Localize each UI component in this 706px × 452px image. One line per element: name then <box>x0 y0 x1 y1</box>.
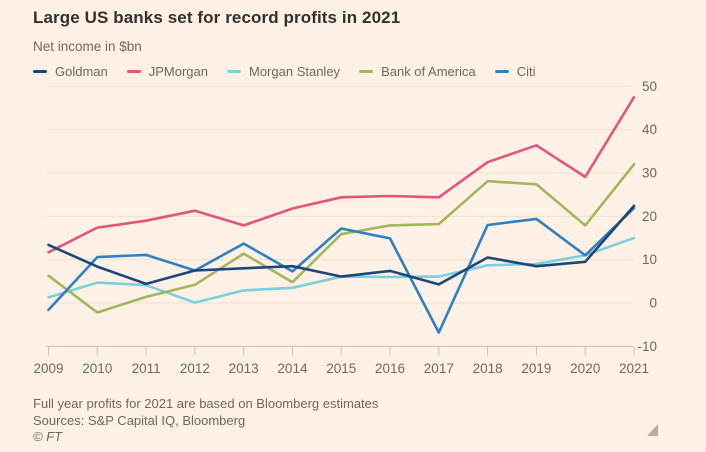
legend-swatch-bank-of-america <box>359 70 374 73</box>
chart-sources: Sources: S&P Capital IQ, Bloomberg <box>33 413 246 428</box>
x-tick-label-2016: 2016 <box>375 361 405 376</box>
legend-item-morgan-stanley: Morgan Stanley <box>227 64 340 79</box>
legend-swatch-jpmorgan <box>126 70 141 73</box>
legend-swatch-goldman <box>33 70 47 73</box>
series-line-goldman <box>47 204 636 286</box>
legend-item-bank-of-america: Bank of America <box>359 64 476 79</box>
series-line-bank-of-america <box>47 163 636 314</box>
series-line-citi <box>47 206 636 334</box>
x-tick-label-2021: 2021 <box>619 361 649 376</box>
legend-label-morgan-stanley: Morgan Stanley <box>249 64 341 79</box>
ft-copyright: © FT <box>33 429 63 444</box>
legend-swatch-morgan-stanley <box>227 70 241 73</box>
legend-item-jpmorgan: JPMorgan <box>126 64 208 79</box>
chart-footnote: Full year profits for 2021 are based on … <box>33 396 379 411</box>
x-tick-label-2011: 2011 <box>132 361 161 376</box>
y-tick-label-40: 40 <box>642 122 657 137</box>
x-tick-label-2010: 2010 <box>82 361 112 376</box>
y-tick-label-0: 0 <box>649 296 657 311</box>
y-tick-label-30: 30 <box>642 166 657 181</box>
y-tick-label-20: 20 <box>642 209 657 224</box>
x-tick-label-2019: 2019 <box>521 361 551 376</box>
series-line-jpmorgan <box>47 95 636 254</box>
x-tick-label-2013: 2013 <box>229 361 259 376</box>
legend: Goldman JPMorgan Morgan Stanley Bank of Ame… <box>33 64 536 79</box>
x-tick-label-2009: 2009 <box>33 361 63 376</box>
x-tick-label-2014: 2014 <box>277 361 308 376</box>
x-tick-label-2020: 2020 <box>570 361 600 376</box>
x-tick-label-2017: 2017 <box>424 361 454 376</box>
y-tick-label-50: 50 <box>642 79 657 94</box>
legend-label-bank-of-america: Bank of America <box>381 64 476 79</box>
resize-handle-icon[interactable] <box>647 424 658 436</box>
series-line-morgan-stanley <box>47 236 636 304</box>
y-tick-label--10: -10 <box>637 339 657 354</box>
x-tick-label-2018: 2018 <box>473 361 503 376</box>
legend-item-goldman: Goldman <box>33 64 108 79</box>
legend-swatch-citi <box>494 70 509 73</box>
y-tick-label-10: 10 <box>642 252 657 267</box>
legend-label-goldman: Goldman <box>55 64 108 79</box>
x-tick-label-2012: 2012 <box>180 361 210 376</box>
x-tick-label-2015: 2015 <box>326 361 356 376</box>
legend-item-citi: Citi <box>494 64 536 79</box>
chart-subtitle: Net income in $bn <box>33 39 142 54</box>
legend-label-jpmorgan: JPMorgan <box>148 64 208 79</box>
chart-title: Large US banks set for record profits in… <box>33 8 401 27</box>
legend-label-citi: Citi <box>516 64 536 79</box>
